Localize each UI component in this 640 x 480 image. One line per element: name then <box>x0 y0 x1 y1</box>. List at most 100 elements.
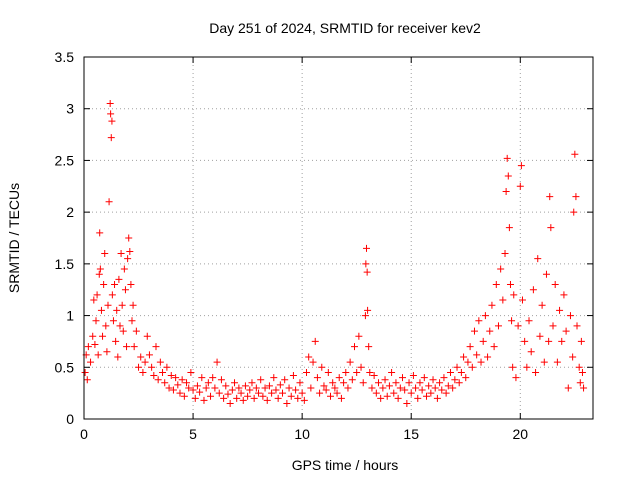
data-point <box>248 379 256 387</box>
data-point <box>261 384 269 392</box>
data-point <box>536 332 544 340</box>
data-point <box>562 327 570 335</box>
data-point <box>94 351 102 359</box>
data-point <box>106 100 114 108</box>
data-point <box>327 392 335 400</box>
data-point <box>207 392 215 400</box>
data-point <box>120 265 128 273</box>
data-point <box>233 394 241 402</box>
data-point <box>344 384 352 392</box>
data-point <box>274 394 282 402</box>
data-point <box>396 384 404 392</box>
data-point <box>540 358 548 366</box>
data-point <box>374 379 382 387</box>
data-point <box>241 382 249 390</box>
data-point <box>263 396 271 404</box>
data-point <box>453 363 461 371</box>
data-point <box>466 343 474 351</box>
data-point <box>217 376 225 384</box>
data-point <box>481 312 489 320</box>
data-point <box>294 394 302 402</box>
data-point <box>357 363 365 371</box>
y-axis-title: SRMTID / TECUs <box>6 183 22 293</box>
data-point <box>362 260 370 268</box>
data-point <box>438 386 446 394</box>
data-point <box>529 286 537 294</box>
data-point <box>580 384 588 392</box>
data-point <box>446 368 454 376</box>
data-point <box>93 291 101 299</box>
data-point <box>161 379 169 387</box>
data-point <box>196 388 204 396</box>
data-point <box>324 368 332 376</box>
data-point <box>551 281 559 289</box>
data-point <box>125 234 133 242</box>
data-point <box>259 392 267 400</box>
data-point <box>532 368 540 376</box>
data-point <box>191 394 199 402</box>
data-point <box>255 389 263 397</box>
data-point <box>407 389 415 397</box>
data-point <box>570 208 578 216</box>
data-point <box>107 134 115 142</box>
data-point <box>222 382 230 390</box>
data-point <box>114 353 122 361</box>
data-point <box>468 363 476 371</box>
data-point <box>546 193 554 201</box>
data-point <box>573 322 581 330</box>
data-point <box>331 384 339 392</box>
data-point <box>523 363 531 371</box>
data-point <box>185 384 193 392</box>
data-point <box>433 394 441 402</box>
data-point <box>385 382 393 390</box>
data-point <box>436 379 444 387</box>
data-point <box>549 322 557 330</box>
data-point <box>431 384 439 392</box>
data-point <box>401 386 409 394</box>
x-tick-label: 10 <box>294 426 310 442</box>
data-point <box>87 358 95 366</box>
data-point <box>427 389 435 397</box>
data-point <box>578 368 586 376</box>
data-point <box>444 382 452 390</box>
data-point <box>257 376 265 384</box>
data-point <box>107 110 115 118</box>
data-point <box>287 392 295 400</box>
data-point <box>575 363 583 371</box>
data-point <box>512 374 520 382</box>
data-point <box>355 332 363 340</box>
data-point <box>381 376 389 384</box>
data-point <box>200 396 208 404</box>
data-point <box>342 368 350 376</box>
data-point <box>486 327 494 335</box>
data-point <box>163 363 171 371</box>
data-point <box>477 358 485 366</box>
data-point <box>112 337 120 345</box>
data-point <box>309 358 317 366</box>
data-point <box>502 187 510 195</box>
data-point <box>246 386 254 394</box>
data-point <box>92 317 100 325</box>
data-point <box>564 384 572 392</box>
data-point <box>560 291 568 299</box>
data-point <box>403 399 411 407</box>
data-point <box>211 384 219 392</box>
data-point <box>90 296 98 304</box>
data-point <box>104 301 112 309</box>
data-point <box>96 265 104 273</box>
data-point <box>398 374 406 382</box>
data-point <box>124 255 132 263</box>
data-point <box>388 368 396 376</box>
data-point <box>204 379 212 387</box>
data-point <box>115 275 123 283</box>
data-point <box>503 154 511 162</box>
data-point <box>517 162 525 170</box>
data-point <box>509 363 517 371</box>
data-point <box>372 389 380 397</box>
data-point <box>298 389 306 397</box>
x-axis-title: GPS time / hours <box>292 457 399 473</box>
data-point <box>109 317 117 325</box>
data-point <box>303 368 311 376</box>
data-point <box>479 337 487 345</box>
data-point <box>414 394 422 402</box>
